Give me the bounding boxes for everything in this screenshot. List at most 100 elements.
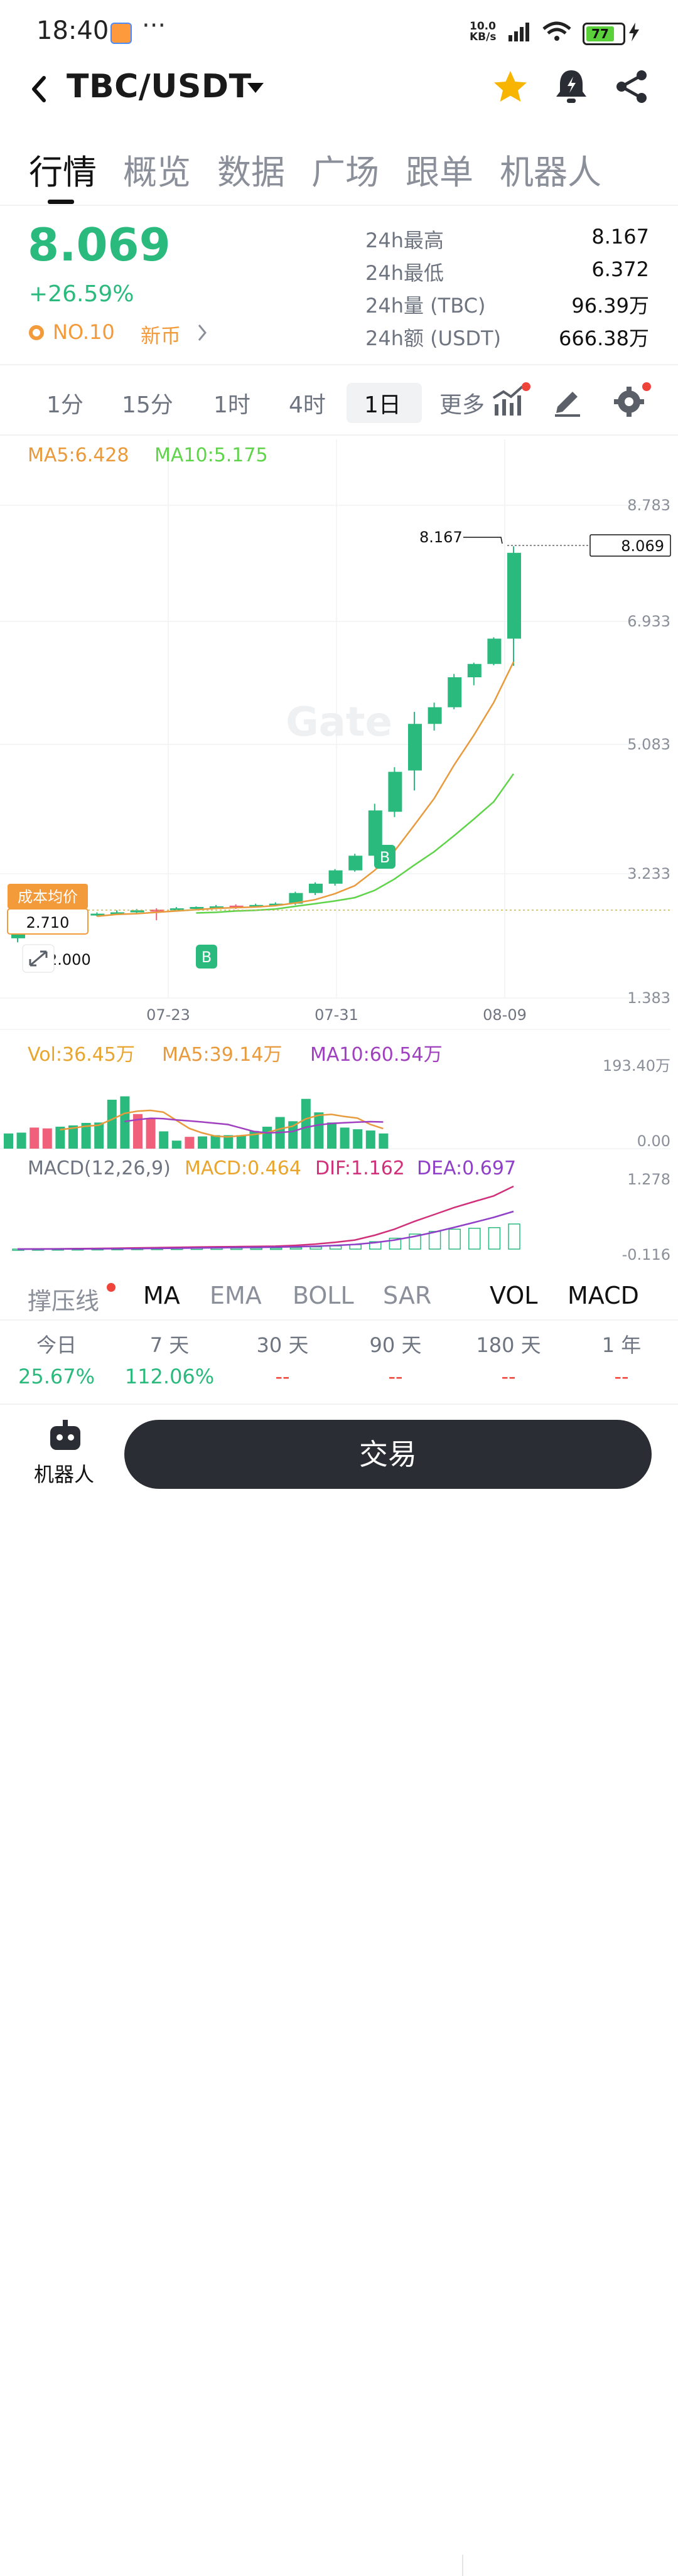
rank-icon: [29, 325, 44, 340]
macd-histogram-bar: [389, 1237, 402, 1250]
divider: [0, 1403, 678, 1405]
chevron-right-icon[interactable]: [196, 323, 208, 343]
expand-icon[interactable]: [29, 950, 48, 967]
interval-1d[interactable]: 1日: [364, 392, 401, 418]
x-axis-labels: 07-23 07-31 08-09: [146, 1006, 527, 1024]
return-label-180d: 180 天: [476, 1333, 541, 1357]
tab-copy-trade[interactable]: 跟单: [406, 153, 473, 192]
return-label-today: 今日: [36, 1333, 77, 1357]
stat-value-24h-high: 8.167: [591, 225, 649, 249]
price-change-percent: +26.59%: [29, 281, 134, 307]
interval-4h[interactable]: 4时: [289, 392, 326, 418]
rank-badge[interactable]: NO.10: [53, 320, 115, 344]
candle-body: [368, 810, 382, 856]
candle-body: [130, 910, 144, 913]
interval-more[interactable]: 更多: [439, 392, 483, 418]
chart-grid: [0, 439, 670, 1149]
trade-button[interactable]: 交易: [124, 1420, 652, 1489]
volume-max-label: 193.40万: [603, 1057, 670, 1075]
stat-value-24h-low: 6.372: [591, 257, 649, 281]
volume-ma10-line: [124, 1117, 384, 1134]
macd-series: [12, 1185, 520, 1251]
volume-bar: [171, 1140, 181, 1149]
robot-nav-label[interactable]: 机器人: [34, 1462, 95, 1486]
x-tick-label: 08-09: [483, 1006, 527, 1024]
x-tick-label: 07-31: [315, 1006, 358, 1024]
vol-toggle[interactable]: VOL: [490, 1282, 538, 1309]
macd-histogram-bar: [270, 1247, 282, 1250]
share-icon[interactable]: [614, 69, 649, 104]
stat-label-24h-turnover: 24h额 (USDT): [365, 326, 502, 350]
draw-pencil-icon[interactable]: [552, 384, 583, 417]
support-resistance-toggle[interactable]: 撑压线: [28, 1287, 100, 1315]
return-value-7d: 112.06%: [124, 1365, 215, 1388]
favorite-star-icon[interactable]: [492, 69, 529, 104]
ma5-line: [97, 662, 515, 918]
status-time: 18:40: [36, 16, 109, 45]
volume-bar: [365, 1130, 375, 1149]
boll-toggle[interactable]: BOLL: [293, 1282, 354, 1309]
return-value-180d: --: [501, 1365, 516, 1388]
indicator-chart-icon[interactable]: [491, 382, 531, 419]
new-coin-tag[interactable]: 新币: [141, 324, 181, 348]
tab-overview[interactable]: 概览: [123, 153, 191, 192]
macd-toggle[interactable]: MACD: [568, 1282, 639, 1309]
candle-body: [170, 908, 184, 911]
candle-body: [190, 906, 204, 909]
macd-histogram-bar: [448, 1228, 461, 1250]
tab-square[interactable]: 广场: [311, 153, 379, 192]
volume-bar: [340, 1127, 350, 1149]
candle-body: [289, 893, 303, 904]
pair-title[interactable]: TBC/USDT: [67, 68, 252, 105]
volume-bar: [236, 1135, 246, 1149]
candle-body: [110, 912, 124, 915]
return-label-1y: 1 年: [601, 1333, 642, 1357]
indicator-toggle-row: 撑压线 MA EMA BOLL SAR VOL MACD: [0, 1268, 678, 2576]
candle-body: [467, 663, 482, 678]
robot-icon[interactable]: [48, 1420, 83, 1452]
cost-label-bg: [8, 884, 88, 909]
macd-min-label: -0.116: [622, 1246, 670, 1264]
candle-body: [487, 638, 502, 664]
candle-body: [348, 856, 363, 871]
back-icon[interactable]: [28, 74, 50, 104]
buy-marker[interactable]: [374, 845, 396, 869]
stat-label-24h-low: 24h最低: [365, 261, 444, 285]
macd-histogram-bar: [409, 1233, 421, 1250]
divider: [0, 434, 678, 436]
kline-chart[interactable]: Gate MA5:6.428 MA10:5.175 8.783 6.933 5.08…: [0, 439, 678, 1268]
notification-app-icon: [110, 23, 132, 44]
macd-histogram-bar: [428, 1231, 441, 1250]
volume-bar: [223, 1135, 234, 1149]
dea-line: [18, 1210, 514, 1250]
candle-body: [408, 724, 422, 771]
pair-dropdown-icon[interactable]: [247, 82, 264, 94]
volume-bar: [198, 1136, 207, 1149]
buy-marker[interactable]: [196, 945, 217, 969]
interval-1h[interactable]: 1时: [213, 392, 250, 418]
price-alert-bell-icon[interactable]: [554, 68, 589, 105]
tab-market[interactable]: 行情: [29, 153, 97, 192]
volume-bar: [288, 1121, 298, 1149]
ema-toggle[interactable]: EMA: [210, 1282, 262, 1309]
net-speed-unit: KB/s: [470, 31, 497, 43]
volume-zero-label: 0.00: [637, 1132, 670, 1150]
macd-histogram-bar: [468, 1228, 481, 1250]
divider: [0, 205, 678, 206]
sar-toggle[interactable]: SAR: [383, 1282, 432, 1309]
active-tab-indicator: [48, 200, 74, 204]
high-price-label: 8.167: [419, 529, 463, 546]
new-feature-dot: [107, 1283, 116, 1292]
cost-label: 成本均价: [18, 888, 78, 906]
macd-histogram-bar: [488, 1227, 501, 1250]
volume-ma5-line: [60, 1109, 384, 1138]
ma-toggle[interactable]: MA: [143, 1282, 180, 1309]
chart-settings-gear-icon[interactable]: [613, 382, 652, 419]
tab-data[interactable]: 数据: [217, 153, 285, 192]
stat-value-24h-volume: 96.39万: [571, 294, 649, 318]
y-tick-label: 8.783: [627, 496, 670, 514]
interval-15m[interactable]: 15分: [122, 392, 173, 418]
interval-1m[interactable]: 1分: [46, 392, 83, 418]
volume-bar: [94, 1122, 104, 1149]
tab-bots[interactable]: 机器人: [500, 153, 601, 192]
